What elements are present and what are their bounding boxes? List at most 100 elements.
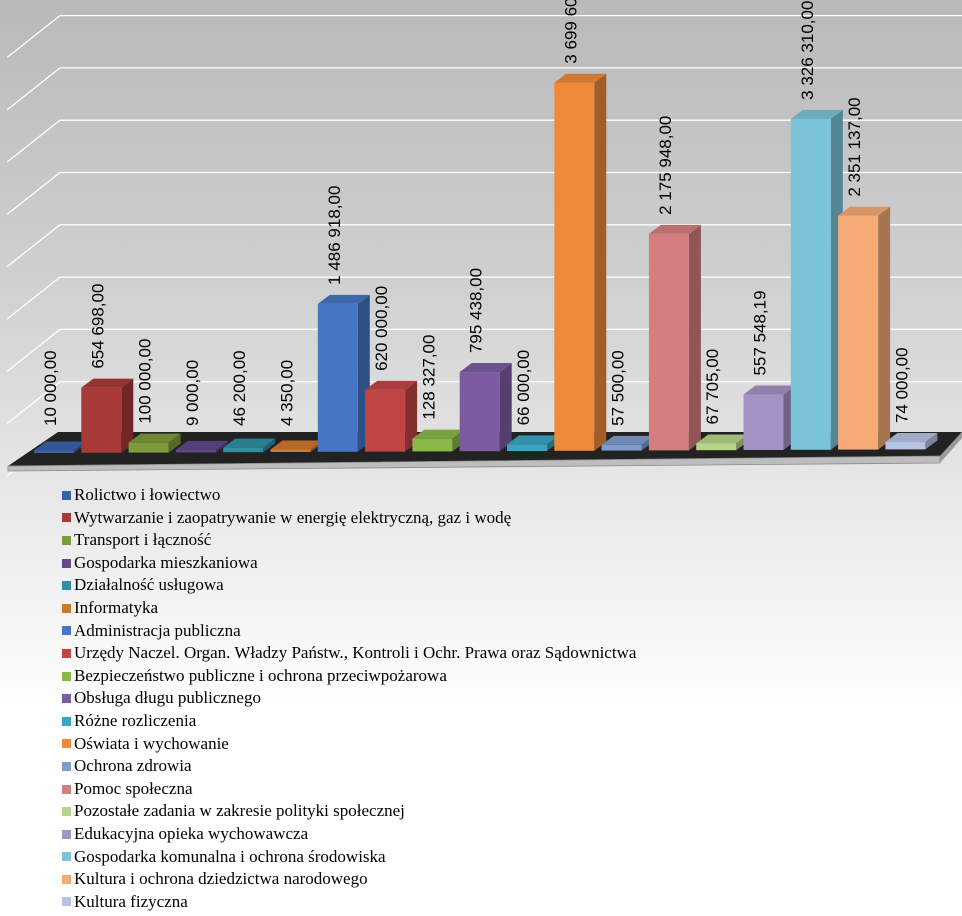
bar <box>412 429 465 452</box>
legend-swatch <box>62 671 71 681</box>
bar-top <box>223 438 276 448</box>
bar-side <box>263 438 276 453</box>
bar <box>838 206 891 450</box>
bar-top <box>790 109 843 119</box>
bar-side <box>688 224 701 451</box>
legend-item: Transport i łączność <box>62 529 952 552</box>
bar-top <box>270 440 323 450</box>
legend-swatch <box>62 716 71 726</box>
data-label: 620 000,00 <box>372 286 391 371</box>
legend-label: Oświata i wychowanie <box>74 733 229 753</box>
legend-label: Obsługa długu publicznego <box>74 688 261 708</box>
legend-item: Administracja publiczna <box>62 620 952 643</box>
data-label: 46 200,00 <box>230 350 249 426</box>
legend-item: Gospodarka mieszkaniowa <box>62 552 952 575</box>
legend-item: Urzędy Naczel. Organ. Władzy Państw., Ko… <box>62 642 952 665</box>
bar-side <box>168 433 181 453</box>
legend-label: Urzędy Naczel. Organ. Władzy Państw., Ko… <box>74 643 637 663</box>
bar-side <box>215 440 228 453</box>
bar <box>365 380 418 452</box>
bar-top <box>175 440 228 450</box>
legend-label: Transport i łączność <box>74 530 212 550</box>
legend-label: Administracja publiczna <box>74 620 241 640</box>
legend-label: Bezpieczeństwo publiczne i ochrona przec… <box>74 665 447 685</box>
legend-label: Kultura i ochrona dziedzictwa narodowego <box>74 869 368 889</box>
gridline-side <box>6 119 61 163</box>
legend-label: Edukacyjna opieka wychowawcza <box>74 823 309 843</box>
legend-label: Gospodarka mieszkaniowa <box>74 552 258 572</box>
bar <box>554 73 607 451</box>
bar-front <box>696 443 737 451</box>
legend-item: Różne rozliczenia <box>62 710 952 733</box>
bar-front <box>81 387 122 453</box>
bar-top <box>554 73 607 83</box>
data-label: 3 326 310,00 <box>798 1 817 100</box>
data-label: 67 705,00 <box>703 349 722 425</box>
bar-top <box>601 435 654 445</box>
data-label: 4 350,00 <box>278 360 297 426</box>
legend-item: Kultura fizyczna <box>62 891 952 914</box>
bar-top <box>507 435 559 445</box>
data-label: 128 327,00 <box>419 335 438 420</box>
bar-side <box>594 73 607 451</box>
bar-side <box>925 433 938 450</box>
legend-swatch <box>62 535 71 545</box>
legend-item: Informatyka <box>62 597 952 620</box>
bar-top <box>365 380 418 390</box>
data-label: 66 000,00 <box>514 350 533 426</box>
legend-label: Kultura fizyczna <box>74 891 188 911</box>
bar <box>790 109 843 450</box>
data-label: 100 000,00 <box>136 339 155 424</box>
legend-swatch <box>62 603 71 613</box>
bar-top <box>838 206 891 216</box>
legend-item: Edukacyjna opieka wychowawcza <box>62 823 952 846</box>
legend-item: Pomoc społeczna <box>62 778 952 801</box>
legend-swatch <box>62 581 71 591</box>
bar-front <box>459 372 500 452</box>
gridline-side <box>6 381 61 425</box>
legend: Rolictwo i łowiectwo Wytwarzanie i zaopat… <box>62 484 952 913</box>
gridline-side <box>6 15 61 58</box>
bar-chart-3d: 10 000,00 654 698,00 100 000,00 9 000,00 46 … <box>6 0 962 472</box>
legend-swatch <box>62 761 71 771</box>
bar-front <box>270 449 311 452</box>
legend-swatch <box>62 558 71 568</box>
bar <box>648 224 701 451</box>
bar-top <box>81 378 134 388</box>
legend-label: Informatyka <box>74 597 159 617</box>
bar-top <box>317 294 370 304</box>
gridline-side <box>6 328 61 372</box>
chart-area: 10 000,00 654 698,00 100 000,00 9 000,00 46 … <box>6 0 962 472</box>
legend-label: Gospodarka komunalna i ochrona środowisk… <box>74 846 386 866</box>
legend-swatch <box>62 626 71 636</box>
data-label: 74 000,00 <box>892 347 911 423</box>
bar-top <box>459 363 512 373</box>
legend-swatch <box>62 874 71 884</box>
bar-front <box>885 442 926 450</box>
bar-side <box>121 378 134 453</box>
bar <box>175 440 228 453</box>
legend-swatch <box>62 513 71 523</box>
bar <box>81 378 134 453</box>
legend-swatch <box>62 829 71 839</box>
data-label: 3 699 600,00 <box>561 0 580 64</box>
legend-swatch <box>62 852 71 862</box>
bar-top <box>412 429 465 439</box>
gridline-side <box>6 171 61 215</box>
bar-front <box>790 118 831 450</box>
bar-front <box>554 82 595 451</box>
legend-item: Działalność usługowa <box>62 574 952 597</box>
bar-front <box>175 449 216 453</box>
data-label: 57 500,00 <box>609 350 628 426</box>
gridline-side <box>6 224 61 268</box>
bars <box>34 73 938 453</box>
data-label: 9 000,00 <box>183 360 202 426</box>
bar-top <box>128 433 181 443</box>
bar-top <box>696 434 749 444</box>
bar-front <box>365 389 406 452</box>
bar-front <box>507 444 547 451</box>
bar-front <box>743 394 784 450</box>
legend-swatch <box>62 897 71 907</box>
floor-side <box>940 432 962 463</box>
legend-label: Pomoc społeczna <box>74 778 193 798</box>
